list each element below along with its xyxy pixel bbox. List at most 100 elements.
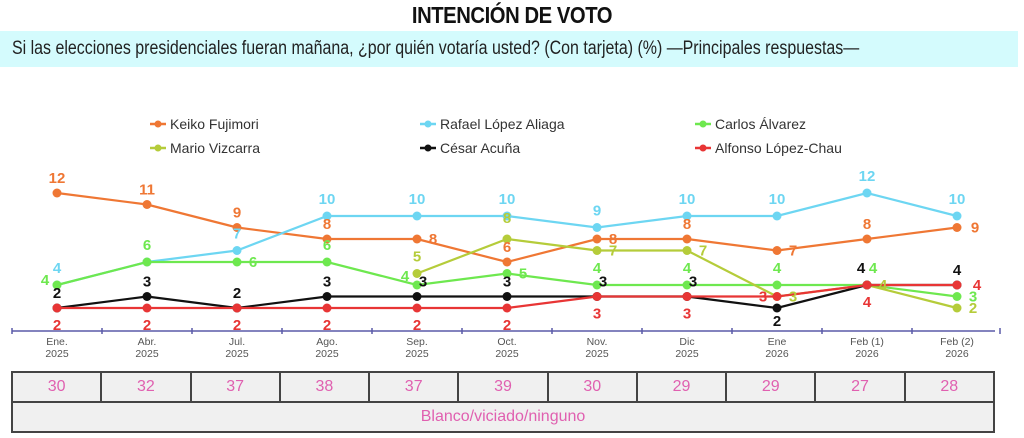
data-point-keiko-fujimori (412, 234, 422, 244)
blank-vote-table: 30 32 37 38 37 39 30 29 29 27 28 Blanco/viciado/ni… (11, 371, 995, 433)
blank-vote-cell: 27 (816, 373, 906, 401)
blank-vote-cell: 30 (13, 373, 103, 401)
data-point-alfonso-lopez-chau (412, 303, 422, 313)
blank-vote-cell: 39 (459, 373, 549, 401)
data-label-rafael-lopez-aliaga: 10 (499, 191, 516, 208)
blank-vote-cell: 28 (940, 378, 959, 395)
data-point-cesar-acuna (772, 303, 782, 313)
data-point-alfonso-lopez-chau (52, 303, 62, 313)
blank-vote-cell: 37 (192, 373, 281, 401)
chart-subtitle: Si las elecciones presidenciales fueran … (12, 38, 860, 59)
blank-vote-cell: 29 (727, 373, 817, 401)
data-label-keiko-fujimori: 12 (49, 170, 66, 187)
data-point-alfonso-lopez-chau (682, 292, 692, 301)
data-label-rafael-lopez-aliaga: 9 (593, 203, 601, 220)
data-point-carlos-alvarez (322, 257, 332, 267)
data-label-keiko-fujimori: 9 (233, 205, 241, 222)
data-label-cesar-acuna: 2 (53, 285, 61, 302)
data-label-rafael-lopez-aliaga: 10 (769, 191, 786, 208)
data-label-cesar-acuna: 3 (689, 274, 697, 291)
data-label-cesar-acuna: 4 (953, 262, 962, 279)
data-point-mario-vizcarra (592, 246, 602, 255)
data-point-carlos-alvarez (502, 269, 512, 278)
x-tick-label: Jul. (229, 336, 245, 348)
data-label-rafael-lopez-aliaga: 4 (53, 260, 62, 277)
data-point-alfonso-lopez-chau (772, 292, 782, 301)
data-label-carlos-alvarez: 3 (969, 289, 977, 306)
legend-label-alfonso-lopez-chau: Alfonso López-Chau (715, 140, 842, 156)
data-label-alfonso-lopez-chau: 4 (973, 277, 982, 294)
data-point-rafael-lopez-aliaga (592, 223, 602, 232)
data-label-mario-vizcarra: 7 (609, 243, 617, 260)
data-point-alfonso-lopez-chau (952, 280, 962, 290)
data-point-rafael-lopez-aliaga (502, 211, 512, 221)
data-label-rafael-lopez-aliaga: 10 (949, 191, 966, 208)
x-tick-label: Feb (1) (850, 336, 884, 348)
chart-title: INTENCIÓN DE VOTO (411, 2, 613, 28)
data-label-rafael-lopez-aliaga: 12 (859, 168, 876, 185)
blank-vote-cell: 32 (102, 373, 192, 401)
data-point-cesar-acuna (412, 292, 422, 301)
data-point-mario-vizcarra (502, 234, 512, 244)
data-point-carlos-alvarez (142, 257, 152, 267)
data-point-keiko-fujimori (142, 200, 152, 209)
data-point-keiko-fujimori (502, 257, 512, 267)
data-point-cesar-acuna (142, 292, 152, 301)
data-label-rafael-lopez-aliaga: 10 (319, 191, 336, 208)
data-point-rafael-lopez-aliaga (322, 211, 332, 221)
data-label-carlos-alvarez: 6 (249, 254, 257, 271)
subtitle-band (0, 31, 1018, 67)
legend-label-keiko-fujimori: Keiko Fujimori (170, 116, 259, 132)
blank-vote-cell: 38 (281, 373, 371, 401)
data-point-alfonso-lopez-chau (142, 303, 152, 313)
data-point-rafael-lopez-aliaga (862, 188, 872, 198)
data-label-mario-vizcarra: 7 (699, 243, 707, 260)
x-tick-label-year: 2025 (225, 348, 249, 360)
data-label-cesar-acuna: 2 (233, 285, 241, 302)
data-point-keiko-fujimori (862, 234, 872, 244)
data-label-mario-vizcarra: 4 (879, 277, 888, 294)
x-tick-label: Abr. (138, 336, 157, 348)
data-point-keiko-fujimori (52, 188, 62, 198)
data-label-cesar-acuna: 3 (323, 274, 331, 291)
data-label-carlos-alvarez: 5 (519, 266, 527, 283)
data-label-alfonso-lopez-chau: 4 (863, 294, 872, 311)
data-point-rafael-lopez-aliaga (772, 211, 782, 221)
data-point-keiko-fujimori (772, 246, 782, 255)
data-label-alfonso-lopez-chau: 3 (683, 306, 691, 323)
data-label-keiko-fujimori: 8 (683, 216, 691, 233)
data-point-alfonso-lopez-chau (502, 303, 512, 313)
data-point-rafael-lopez-aliaga (232, 246, 242, 255)
data-label-carlos-alvarez: 4 (869, 260, 878, 277)
data-label-keiko-fujimori: 11 (139, 182, 155, 199)
x-tick-label-year: 2025 (675, 348, 699, 360)
data-label-carlos-alvarez: 4 (401, 268, 410, 285)
blank-vote-cell: 30 (549, 373, 638, 401)
data-point-alfonso-lopez-chau (592, 292, 602, 301)
legend-label-mario-vizcarra: Mario Vizcarra (170, 140, 260, 156)
data-label-alfonso-lopez-chau: 2 (233, 317, 241, 334)
data-label-mario-vizcarra: 5 (413, 249, 421, 266)
data-point-mario-vizcarra (952, 303, 962, 313)
data-label-rafael-lopez-aliaga: 7 (233, 226, 241, 243)
data-label-carlos-alvarez: 6 (323, 237, 331, 254)
x-tick-label-year: 2025 (585, 348, 609, 360)
blank-vote-cell: 37 (370, 373, 460, 401)
data-label-mario-vizcarra: 3 (789, 289, 797, 306)
data-point-carlos-alvarez (412, 280, 422, 290)
data-label-alfonso-lopez-chau: 2 (323, 317, 331, 334)
data-point-carlos-alvarez (592, 280, 602, 290)
data-label-carlos-alvarez: 6 (143, 237, 151, 254)
data-point-rafael-lopez-aliaga (412, 211, 422, 221)
data-point-rafael-lopez-aliaga (952, 211, 962, 221)
legend-swatch-marker (154, 120, 162, 128)
data-label-keiko-fujimori: 8 (863, 216, 871, 233)
data-point-rafael-lopez-aliaga (682, 211, 692, 221)
x-tick-label: Ene. (46, 336, 68, 348)
data-point-carlos-alvarez (682, 280, 692, 290)
legend-label-carlos-alvarez: Carlos Álvarez (715, 116, 806, 132)
data-label-alfonso-lopez-chau: 2 (503, 317, 511, 334)
data-label-alfonso-lopez-chau: 2 (53, 317, 61, 334)
data-label-carlos-alvarez: 4 (593, 260, 602, 277)
legend-swatch-marker (424, 120, 432, 128)
